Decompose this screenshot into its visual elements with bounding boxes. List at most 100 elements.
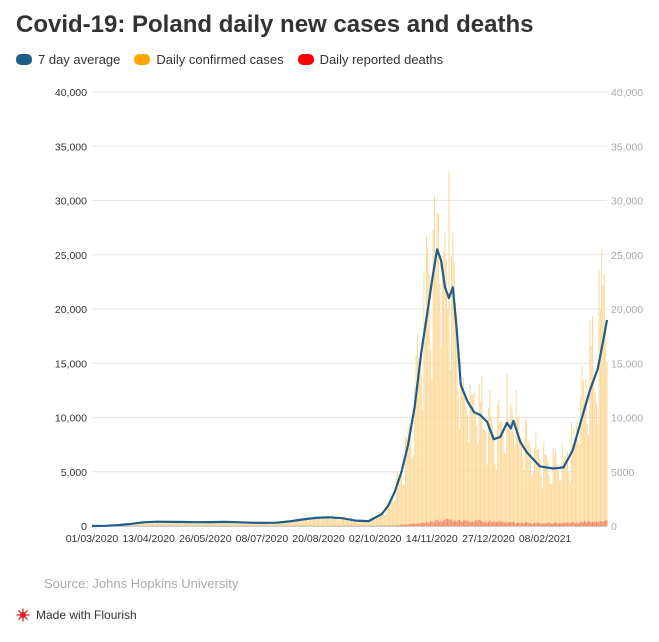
bar-cases [464, 395, 466, 526]
bar-deaths [548, 522, 550, 526]
bar-cases [261, 522, 263, 526]
bar-deaths [428, 522, 430, 526]
bar-cases [580, 395, 582, 526]
bar-deaths [507, 522, 509, 526]
bar-cases [544, 454, 546, 526]
bar-cases [159, 520, 162, 526]
bar-cases [236, 523, 238, 526]
y-tick-left: 10,000 [55, 413, 87, 425]
bar-cases [545, 455, 547, 526]
bar-cases [324, 516, 326, 526]
bar-cases [393, 502, 395, 526]
bar-cases [215, 521, 217, 526]
bar-deaths [586, 521, 588, 526]
bar-deaths [516, 522, 518, 526]
legend-item-deaths[interactable]: Daily reported deaths [297, 52, 443, 67]
bar-deaths [552, 523, 554, 526]
bar-cases [402, 484, 404, 526]
bar-deaths [447, 518, 449, 526]
bar-cases [249, 522, 251, 526]
bar-cases [431, 379, 433, 526]
bar-deaths [406, 524, 408, 526]
bar-cases [519, 438, 521, 526]
bar-deaths [502, 522, 504, 526]
bar-cases [524, 418, 526, 526]
bar-cases [406, 438, 408, 526]
y-tick-left: 25,000 [55, 250, 87, 262]
bar-cases [341, 516, 343, 526]
bar-deaths [402, 524, 404, 526]
bar-cases [314, 515, 316, 526]
bar-cases [443, 250, 445, 526]
bar-cases [455, 302, 457, 526]
bar-deaths [589, 521, 591, 526]
bar-deaths [531, 523, 533, 526]
bar-cases [440, 348, 442, 526]
bar-deaths [494, 521, 496, 526]
bar-cases [585, 380, 587, 526]
chart-plot: 40,000 40,000 35,000 35,000 30,000 30,000 25,0… [55, 87, 643, 545]
bar-cases [497, 405, 499, 526]
bar-cases [296, 518, 298, 526]
bar-cases [556, 464, 558, 526]
bar-deaths [473, 522, 475, 526]
bar-cases [289, 520, 291, 526]
bar-cases [448, 170, 450, 526]
bar-cases [339, 520, 341, 526]
bar-cases [386, 503, 388, 526]
bar-deaths [436, 519, 438, 526]
bar-deaths [441, 521, 443, 526]
bar-cases [331, 514, 333, 526]
bar-deaths [564, 522, 566, 526]
bar-deaths [431, 521, 433, 526]
bar-cases [526, 422, 528, 526]
y-tick-right: 40,000 [611, 87, 643, 99]
bar-deaths [565, 522, 567, 526]
bar-cases [435, 263, 437, 526]
bar-cases [590, 345, 592, 526]
bar-cases [352, 520, 354, 526]
x-tick-label: 14/11/2020 [406, 533, 458, 545]
bar-cases [283, 523, 285, 526]
bar-cases [507, 418, 509, 526]
bar-cases [437, 213, 439, 526]
bar-cases [366, 522, 368, 526]
bar-cases [566, 451, 569, 526]
bar-deaths [544, 523, 546, 526]
bar-cases [451, 255, 453, 526]
bar-cases [365, 521, 367, 526]
bar-cases [349, 518, 351, 526]
bar-cases [157, 521, 159, 526]
bar-cases [411, 456, 413, 526]
bar-cases [410, 433, 412, 526]
bar-deaths [527, 522, 529, 526]
bar-cases [582, 379, 584, 526]
bar-cases [198, 522, 200, 526]
bar-deaths [449, 520, 451, 526]
bar-cases [480, 401, 482, 526]
bar-cases [183, 521, 185, 526]
bar-deaths [420, 523, 422, 526]
bar-deaths [518, 522, 520, 526]
bar-deaths [456, 521, 458, 526]
bar-cases [383, 515, 385, 526]
legend-item-cases[interactable]: Daily confirmed cases [134, 52, 284, 67]
bar-cases [208, 522, 210, 526]
made-with-flourish[interactable]: Made with Flourish [16, 608, 137, 622]
bar-cases [378, 512, 380, 526]
legend-item-avg[interactable]: 7 day average [16, 52, 120, 67]
bar-deaths [553, 522, 555, 526]
bar-cases [186, 522, 188, 526]
bar-cases [285, 520, 287, 526]
bar-cases [303, 517, 305, 526]
bar-cases [531, 475, 533, 526]
y-tick-right: 35,000 [611, 141, 643, 153]
bar-cases [158, 521, 160, 526]
bar-deaths [452, 521, 454, 526]
bar-cases [407, 426, 409, 526]
y-tick-left: 40,000 [55, 87, 87, 99]
bar-deaths [530, 522, 532, 526]
bar-cases [304, 518, 306, 526]
bar-cases [495, 469, 497, 526]
bar-cases [231, 521, 233, 526]
